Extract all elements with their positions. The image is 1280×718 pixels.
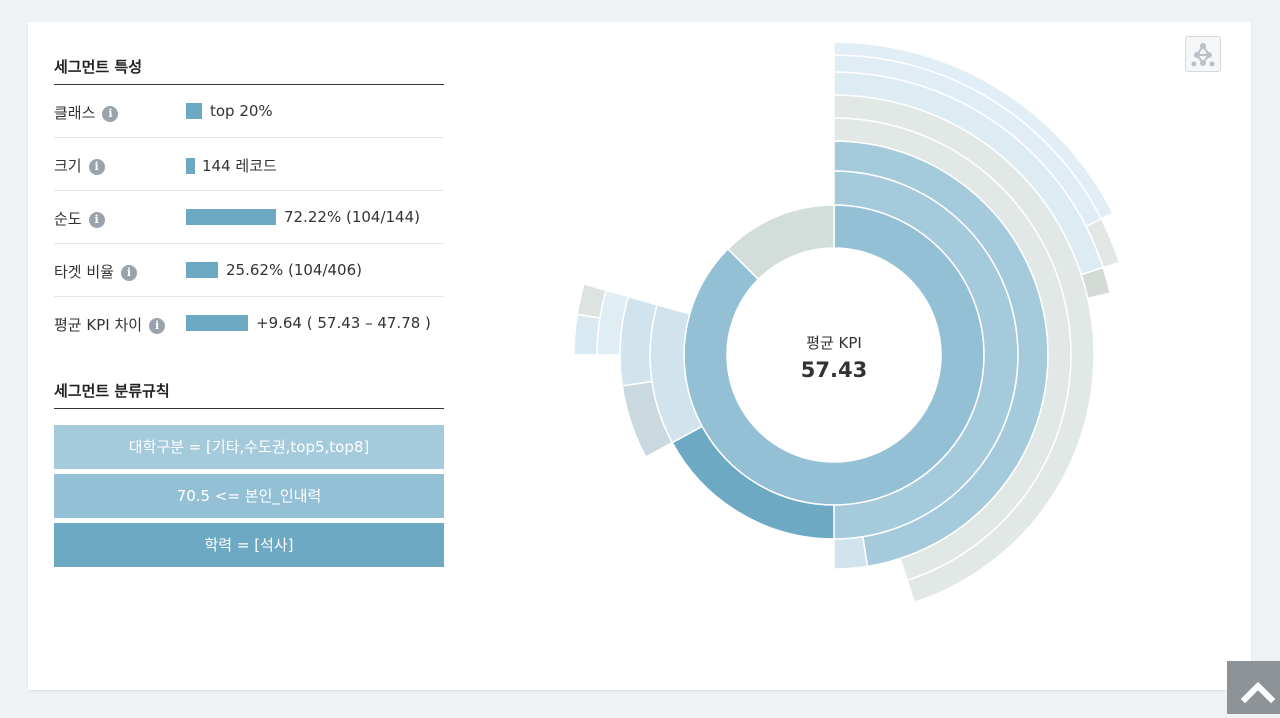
segment-card: 세그먼트 특성 클래스 i top 20% 크기 i 144 레코드 순도 i 72.… <box>28 22 1251 690</box>
segment-rules: 세그먼트 분류규칙 대학구분 = [기타,수도권,top5,top8] 70.5… <box>54 380 444 572</box>
tree-view-button[interactable] <box>1185 36 1221 72</box>
feature-row-class: 클래스 i top 20% <box>54 85 444 138</box>
feature-label: 클래스 <box>54 104 96 122</box>
sunburst-segment[interactable] <box>573 313 601 356</box>
feature-bar <box>186 315 248 331</box>
segment-features: 세그먼트 특성 클래스 i top 20% 크기 i 144 레코드 순도 i 72.… <box>54 56 444 349</box>
feature-label: 크기 <box>54 157 82 175</box>
sunburst-segment[interactable] <box>1085 217 1121 269</box>
rule-item[interactable]: 70.5 <= 본인_인내력 <box>54 474 444 518</box>
sunburst-segment[interactable] <box>833 535 869 570</box>
info-icon[interactable]: i <box>120 265 137 281</box>
scroll-top-button[interactable] <box>1227 661 1280 714</box>
feature-row-kpi-diff: 평균 KPI 차이 i +9.64 ( 57.43 – 47.78 ) <box>54 297 444 349</box>
info-icon[interactable]: i <box>149 318 166 334</box>
feature-bar <box>186 157 195 174</box>
segment-rules-title: 세그먼트 분류규칙 <box>54 380 444 409</box>
feature-row-purity: 순도 i 72.22% (104/144) <box>54 191 444 244</box>
feature-value: 25.62% (104/406) <box>226 261 362 279</box>
sunburst-segment[interactable] <box>833 41 1114 220</box>
feature-bar <box>186 262 218 278</box>
feature-label: 평균 KPI 차이 <box>54 316 143 334</box>
rule-item[interactable]: 대학구분 = [기타,수도권,top5,top8] <box>54 425 444 469</box>
feature-value: +9.64 ( 57.43 – 47.78 ) <box>256 314 431 332</box>
sunburst-segment[interactable] <box>1080 266 1112 300</box>
info-icon[interactable]: i <box>88 159 105 175</box>
chevron-up-icon <box>1240 681 1276 704</box>
segment-features-title: 세그먼트 특성 <box>54 56 444 85</box>
rule-list: 대학구분 = [기타,수도권,top5,top8] 70.5 <= 본인_인내력… <box>54 425 444 567</box>
network-icon <box>1191 43 1215 67</box>
feature-bar <box>186 103 202 119</box>
sunburst-arcs <box>573 41 1121 604</box>
info-icon[interactable]: i <box>102 106 119 122</box>
rule-item[interactable]: 학력 = [석사] <box>54 523 444 567</box>
feature-row-target-ratio: 타겟 비율 i 25.62% (104/406) <box>54 244 444 297</box>
sunburst-segment[interactable] <box>576 283 607 319</box>
feature-label: 순도 <box>54 210 82 228</box>
feature-list: 클래스 i top 20% 크기 i 144 레코드 순도 i 72.22% (104… <box>54 85 444 349</box>
feature-value: 72.22% (104/144) <box>284 208 420 226</box>
feature-row-size: 크기 i 144 레코드 <box>54 138 444 191</box>
feature-value: top 20% <box>210 102 273 120</box>
center-label: 평균 KPI <box>806 334 862 352</box>
sunburst-segment[interactable] <box>619 295 658 387</box>
feature-value: 144 레코드 <box>202 157 277 175</box>
info-icon[interactable]: i <box>88 212 105 228</box>
center-value: 57.43 <box>801 358 867 382</box>
sunburst-chart: 평균 KPI 57.43 <box>573 41 1121 604</box>
feature-bar <box>186 209 276 225</box>
feature-label: 타겟 비율 <box>54 263 114 281</box>
